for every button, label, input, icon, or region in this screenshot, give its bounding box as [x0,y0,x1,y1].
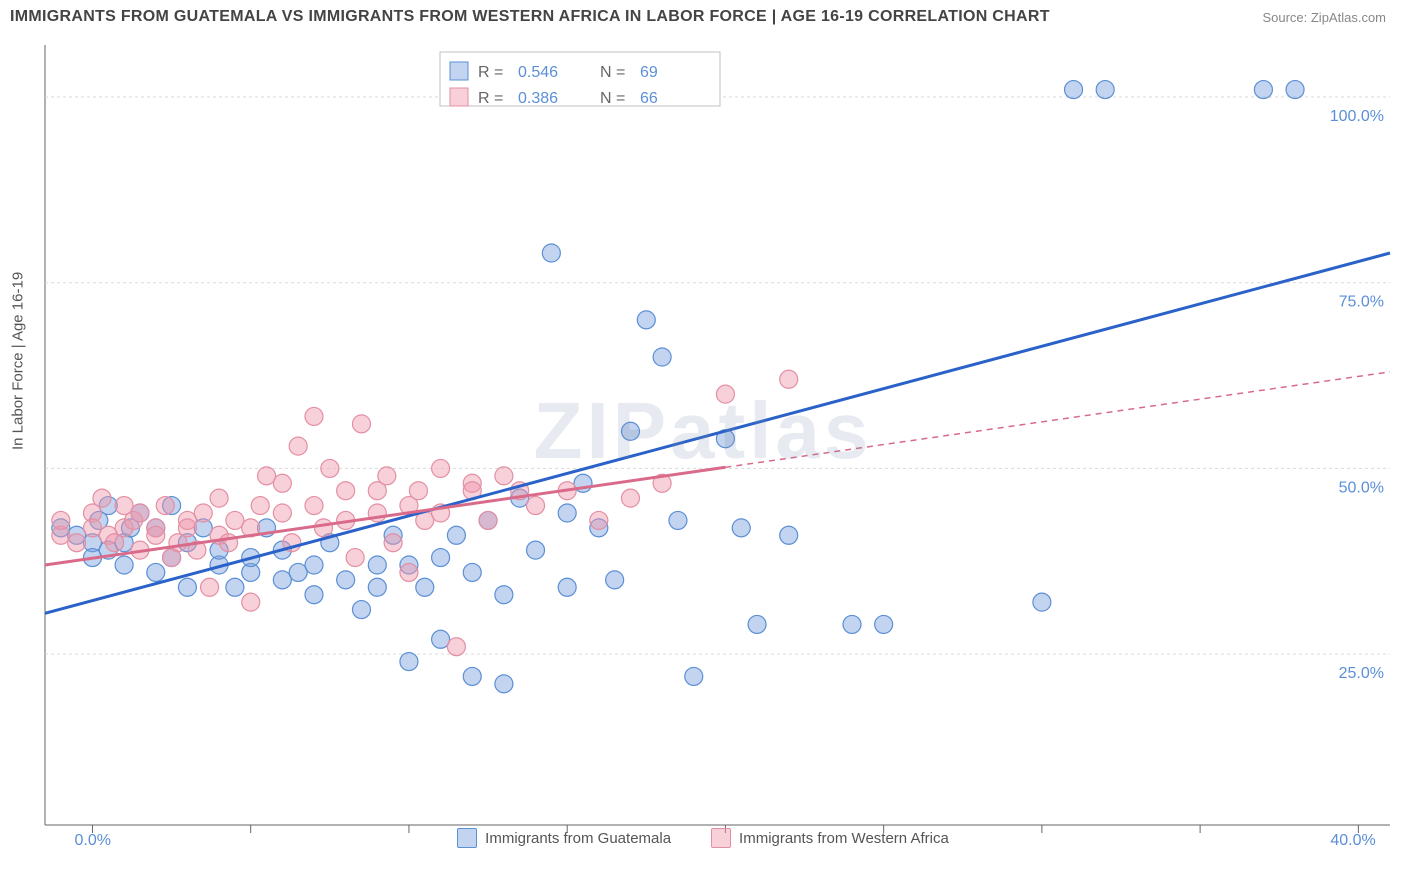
legend-item-western-africa: Immigrants from Western Africa [711,828,949,848]
svg-text:N =: N = [600,64,625,81]
source-label: Source: ZipAtlas.com [1262,10,1386,25]
scatter-chart: 25.0% 50.0% 75.0% 100.0% R = 0.546 N = 69 R = 0.3… [0,30,1406,860]
svg-text:25.0%: 25.0% [1339,665,1384,682]
svg-text:0.386: 0.386 [518,90,558,107]
svg-text:66: 66 [640,90,658,107]
svg-text:R =: R = [478,64,503,81]
svg-text:0.546: 0.546 [518,64,558,81]
legend-label: Immigrants from Guatemala [485,830,671,847]
legend-swatch-icon [457,828,477,848]
legend-swatch-icon [711,828,731,848]
chart-title: IMMIGRANTS FROM GUATEMALA VS IMMIGRANTS … [10,8,1050,26]
chart-container: 25.0% 50.0% 75.0% 100.0% R = 0.546 N = 69 R = 0.3… [0,30,1406,860]
svg-text:50.0%: 50.0% [1339,479,1384,496]
svg-text:69: 69 [640,64,658,81]
svg-text:R =: R = [478,90,503,107]
y-axis-title: In Labor Force | Age 16-19 [10,272,27,450]
bottom-legend: Immigrants from Guatemala Immigrants fro… [0,828,1406,848]
svg-text:N =: N = [600,90,625,107]
legend-label: Immigrants from Western Africa [739,830,949,847]
svg-text:75.0%: 75.0% [1339,294,1384,311]
legend-item-guatemala: Immigrants from Guatemala [457,828,671,848]
svg-text:100.0%: 100.0% [1330,108,1384,125]
